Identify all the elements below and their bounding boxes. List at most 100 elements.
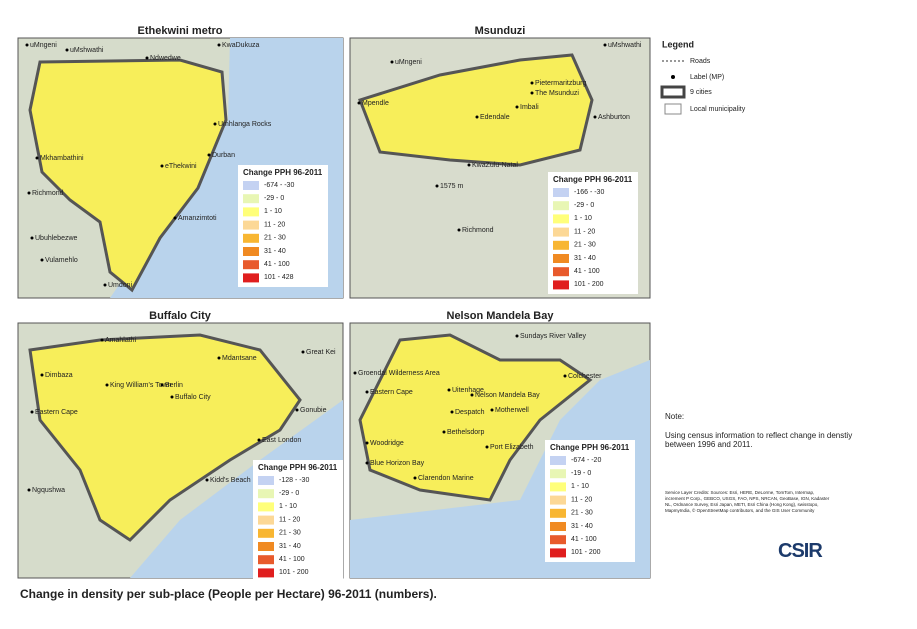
place-label: Mkhambathini <box>40 155 84 162</box>
legend-class: 31 - 40 <box>571 523 593 530</box>
place-label: Ngqushwa <box>32 487 65 494</box>
legend-swatch <box>243 247 259 256</box>
legend-class: 101 - 428 <box>264 274 294 281</box>
legend-swatch <box>550 495 566 505</box>
place-label: Imbali <box>520 104 539 111</box>
legend-swatch <box>550 469 566 479</box>
legend-class: 21 - 30 <box>264 235 286 242</box>
credits: Service Layer Credits: Sources: Esri, HE… <box>665 490 830 513</box>
logo: CSIR <box>778 540 823 562</box>
place-label: Clarendon Marine <box>418 475 474 482</box>
legend-class: 41 - 100 <box>264 261 290 268</box>
legend-title: Change PPH 96-2011 <box>553 175 633 184</box>
place-label: East London <box>262 437 301 444</box>
place-dot <box>103 283 107 287</box>
place-dot <box>530 91 534 95</box>
legend-class: 1 - 10 <box>264 208 282 215</box>
municipality <box>358 53 594 167</box>
place-dot <box>563 374 567 378</box>
place-dot <box>160 164 164 168</box>
place-dot <box>257 438 261 442</box>
legend-swatch <box>258 502 274 512</box>
legend-swatch <box>243 260 259 270</box>
place-dot <box>35 156 39 160</box>
legend-swatch <box>258 555 274 565</box>
place-dot <box>515 105 519 109</box>
place-dot <box>457 228 461 232</box>
place-label: Buffalo City <box>175 394 211 401</box>
legend-item: Label (MP) <box>690 74 724 81</box>
legend-swatch <box>243 181 259 190</box>
place-dot <box>530 81 534 85</box>
legend-class: 31 - 40 <box>279 543 301 550</box>
place-dot <box>40 373 44 377</box>
place-label: Durban <box>212 152 235 159</box>
place-dot <box>30 236 34 240</box>
legend-swatch <box>550 482 566 492</box>
place-label: KwaDukuza <box>222 42 259 49</box>
place-dot <box>105 383 109 387</box>
legend-class: 1 - 10 <box>574 215 592 222</box>
place-dot <box>357 101 361 105</box>
place-dot <box>365 461 369 465</box>
place-label: Sundays River Valley <box>520 333 587 340</box>
place-dot <box>365 441 369 445</box>
legend-class: 31 - 40 <box>574 255 596 262</box>
legend-class: 31 - 40 <box>264 248 286 255</box>
legend-class: 1 - 10 <box>571 483 589 490</box>
legend-class: 41 - 100 <box>574 268 600 275</box>
legend-title: Legend <box>662 39 694 49</box>
place-dot <box>145 56 149 60</box>
place-dot <box>173 216 177 220</box>
legend-class: -29 - 0 <box>574 202 594 209</box>
place-dot <box>295 408 299 412</box>
legend-swatch <box>243 273 259 283</box>
place-label: Amanzimtoti <box>178 215 217 222</box>
legend-swatch <box>550 456 566 465</box>
place-dot <box>25 43 29 47</box>
place-label: Mdantsane <box>222 355 257 362</box>
place-label: Groendal Wilderness Area <box>358 370 440 377</box>
legend-class: 21 - 30 <box>279 530 301 537</box>
legend-class: -674 - -30 <box>264 182 294 189</box>
place-label: Berlin <box>165 382 183 389</box>
legend-title: Change PPH 96-2011 <box>258 463 338 472</box>
place-label: Pietermaritzburg <box>535 80 586 87</box>
legend-swatch <box>550 508 566 518</box>
place-dot <box>515 334 519 338</box>
legend-class: 21 - 30 <box>574 242 596 249</box>
place-label: Eastern Cape <box>35 409 78 416</box>
place-label: Bethelsdorp <box>447 429 484 436</box>
legend-swatch <box>553 214 569 224</box>
legend-swatch <box>258 542 274 551</box>
legend-swatch <box>243 194 259 204</box>
place-dot <box>30 410 34 414</box>
legend-swatch <box>258 515 274 525</box>
map-title: Nelson Mandela Bay <box>447 310 555 322</box>
place-label: Mpendle <box>362 100 389 107</box>
legend-class: -166 - -30 <box>574 189 604 196</box>
place-dot <box>447 388 451 392</box>
map-title: Msunduzi <box>475 25 526 37</box>
place-dot <box>593 115 597 119</box>
place-label: Blue Horizon Bay <box>370 460 425 467</box>
place-label: uMshwathi <box>608 42 642 49</box>
place-label: Edendale <box>480 114 510 121</box>
legend-item: 9 cities <box>690 89 712 96</box>
place-label: Dimbaza <box>45 372 73 379</box>
place-label: Richmond <box>462 227 494 234</box>
place-dot <box>40 258 44 262</box>
place-dot <box>442 430 446 434</box>
legend-swatch <box>258 528 274 538</box>
place-label: uMshwathi <box>70 47 104 54</box>
place-label: Port Elizabeth <box>490 444 534 451</box>
place-dot <box>470 393 474 397</box>
place-label: Woodridge <box>370 440 404 447</box>
legend-swatch <box>550 522 566 531</box>
place-label: Gonubie <box>300 407 327 414</box>
place-label: eThekwini <box>165 163 197 170</box>
place-dot <box>467 163 471 167</box>
place-dot <box>490 408 494 412</box>
